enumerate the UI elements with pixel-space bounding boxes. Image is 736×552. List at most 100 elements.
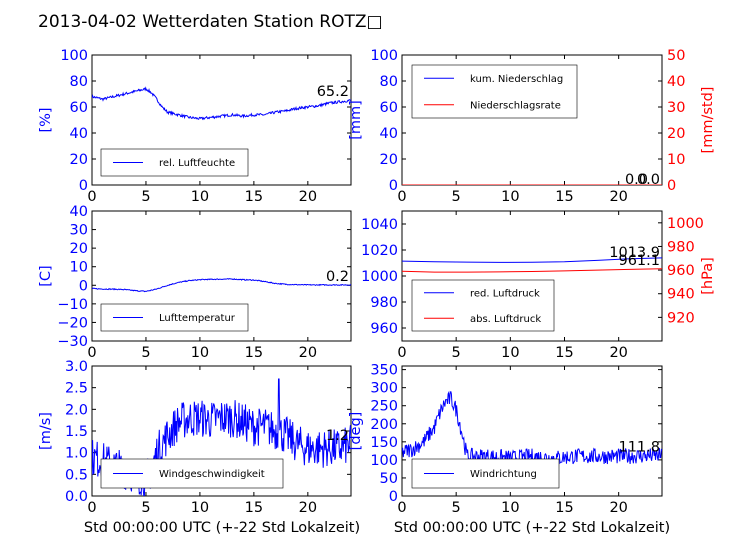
x-tick-label: 20 [299,345,317,361]
x-tick-label: 10 [501,189,519,205]
legend: red. Luftdruck abs. Luftdruck [411,279,555,332]
x-axis-label-left: Std 00:00:00 UTC (+-22 Std Lokalzeit) [84,520,360,536]
last-value-annotation: 0.0 [625,172,648,188]
last-value-annotation: 1.2 [326,428,349,444]
legend-label: Windgeschwindigkeit [159,469,265,480]
series-line-1 [92,278,351,293]
legend-label: kum. Niederschlag [470,74,563,85]
y-axis-label: [%] [38,107,54,132]
y-tick-label: 40 [70,126,88,142]
x-tick-label: 0 [397,189,406,205]
chart-panel-5: 0 5 10 15 20 0.0 0.5 1.0 1.5 2.0 2.5 3.0 [m/s] 1.2 Win… [38,359,352,516]
last-value-annotation: 111.8 [618,440,660,456]
y-tick-label: 200 [370,417,398,433]
y-tick-label: 100 [60,48,88,64]
x-tick-label: 0 [87,345,96,361]
series-line-2 [402,268,662,273]
x-tick-label: 15 [245,500,263,516]
y-tick-label: 1.0 [65,446,88,462]
legend: Windrichtung [411,458,560,489]
x-tick-label: 10 [501,345,519,361]
y-tick-label: 80 [70,74,88,90]
legend-label: abs. Luftdruck [470,314,541,325]
y2-tick-label: 980 [667,239,695,255]
y-tick-label: 0.0 [65,489,88,505]
y-tick-label: 960 [370,321,398,337]
y-tick-label: 40 [70,204,88,220]
y-tick-label: 150 [370,435,398,451]
series-line-1 [402,390,662,468]
y-tick-label: 3.0 [65,359,88,375]
y-tick-label: 10 [70,260,88,276]
x-tick-label: 15 [245,189,263,205]
y-tick-label: 0 [389,178,398,194]
legend-box [411,279,555,332]
legend: Lufttemperatur [100,303,249,332]
x-tick-label: 10 [501,500,519,516]
y-tick-label: 60 [380,100,398,116]
y-axis-label: [deg] [348,412,364,451]
legend-label: Lufttemperatur [159,313,236,324]
legend-label: Niederschlagsrate [470,100,561,111]
y2-tick-label: 1000 [667,216,704,232]
last-value-annotation: 961.1 [618,253,660,269]
y-tick-label: 1000 [361,269,398,285]
x-tick-label: 0 [87,189,96,205]
chart-panel-3: 0 5 10 15 20 −30 −20 −10 0 10 20 30 40 [C] 0.2 Lufttemp… [38,204,352,361]
y2-tick-label: 40 [667,74,685,90]
figure-title: 2013-04-02 Wetterdaten Station ROTZ□ [38,12,383,32]
x-tick-label: 5 [452,500,461,516]
y-axis-label: [C] [38,265,54,286]
y-tick-label: 0 [389,489,398,505]
legend-label: rel. Luftfeuchte [159,158,235,169]
y-tick-label: 250 [370,399,398,415]
y-tick-label: 60 [70,100,88,116]
y-tick-label: 1020 [361,243,398,259]
x-tick-label: 15 [245,345,263,361]
last-value-annotation: 0.2 [326,269,349,285]
legend: kum. Niederschlag Niederschlagsrate [411,64,578,119]
y-tick-label: −10 [57,297,88,313]
y2-axis-label: [hPa] [700,257,716,294]
y-tick-label: 980 [370,295,398,311]
last-value-annotation: 65.2 [317,84,349,100]
y2-tick-label: 0 [667,178,676,194]
x-tick-label: 15 [555,189,573,205]
legend: rel. Luftfeuchte [100,148,249,177]
y2-tick-label: 960 [667,263,695,279]
chart-panel-2: 0 5 10 15 20 0 20 40 60 80 100 0 10 20 30 40 50 [mm] [mm/s… [348,48,716,205]
chart-panel-4: 0 5 10 15 20 960 980 1000 1020 1040 920 940 960 980 10… [361,210,716,361]
y-tick-label: 20 [380,152,398,168]
x-tick-label: 10 [191,500,209,516]
y-tick-label: 100 [370,453,398,469]
y2-tick-label: 940 [667,287,695,303]
y-tick-label: 30 [70,223,88,239]
x-tick-label: 15 [555,345,573,361]
x-tick-label: 20 [609,500,627,516]
x-tick-label: 5 [452,345,461,361]
y-tick-label: 350 [370,363,398,379]
x-tick-label: 5 [141,345,150,361]
x-tick-label: 20 [299,500,317,516]
x-tick-label: 0 [397,500,406,516]
y2-tick-label: 20 [667,126,685,142]
y-tick-label: 2.5 [65,381,88,397]
y-axis-label: [m/s] [38,412,54,450]
y-tick-label: 0 [79,278,88,294]
y2-tick-label: 10 [667,152,685,168]
x-axis-label-right: Std 00:00:00 UTC (+-22 Std Lokalzeit) [394,520,670,536]
y-axis-label: [mm] [348,100,364,140]
y2-tick-label: 30 [667,100,685,116]
y-tick-label: −20 [57,315,88,331]
y-tick-label: 40 [380,126,398,142]
x-tick-label: 0 [87,500,96,516]
last-value-annotation: 0.0 [637,172,660,188]
y2-tick-label: 920 [667,310,695,326]
y-tick-label: 0.5 [65,467,88,483]
series-line-1 [92,86,351,121]
series-line-1 [402,257,662,263]
legend-label: red. Luftdruck [470,288,540,299]
y-tick-label: 100 [370,48,398,64]
